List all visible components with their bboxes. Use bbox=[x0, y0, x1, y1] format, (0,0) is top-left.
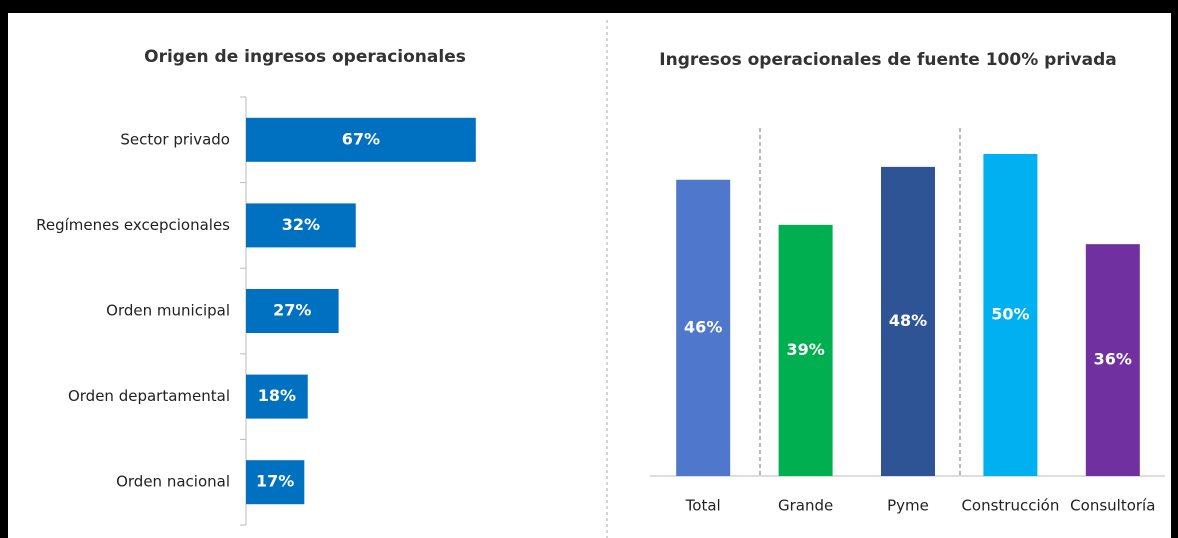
bar bbox=[246, 117, 476, 162]
value-label: 67% bbox=[342, 129, 380, 148]
bar bbox=[881, 166, 935, 476]
chart-title: Origen de ingresos operacionales bbox=[144, 47, 466, 67]
bar bbox=[246, 289, 339, 333]
bar bbox=[246, 374, 308, 419]
category-label: Orden municipal bbox=[106, 302, 230, 320]
category-label: Grande bbox=[778, 497, 833, 515]
value-label: 48% bbox=[889, 311, 927, 330]
bar bbox=[246, 203, 356, 248]
category-label: Orden nacional bbox=[116, 473, 230, 491]
value-label: 18% bbox=[258, 386, 296, 405]
category-label: Construcción bbox=[961, 497, 1059, 515]
value-label: 17% bbox=[256, 472, 294, 491]
category-label: Consultoría bbox=[1070, 497, 1155, 515]
value-label: 36% bbox=[1094, 350, 1132, 369]
bar bbox=[778, 224, 833, 476]
value-label: 50% bbox=[991, 305, 1029, 324]
value-label: 32% bbox=[282, 215, 320, 234]
category-label: Regímenes excepcionales bbox=[36, 216, 230, 234]
bar bbox=[246, 460, 305, 505]
category-label: Total bbox=[685, 497, 721, 515]
frame-left bbox=[0, 0, 8, 538]
value-label: 39% bbox=[786, 340, 824, 359]
category-label: Orden departamental bbox=[68, 387, 230, 405]
value-label: 27% bbox=[273, 301, 311, 320]
category-label: Sector privado bbox=[120, 130, 230, 148]
bar bbox=[676, 179, 731, 476]
category-label: Pyme bbox=[887, 497, 929, 515]
frame-top bbox=[0, 0, 1178, 13]
frame-right bbox=[1171, 0, 1178, 538]
bar bbox=[983, 154, 1038, 476]
value-label: 46% bbox=[684, 317, 722, 336]
bar bbox=[1085, 244, 1140, 476]
chart-title: Ingresos operacionales de fuente 100% pr… bbox=[659, 50, 1116, 70]
